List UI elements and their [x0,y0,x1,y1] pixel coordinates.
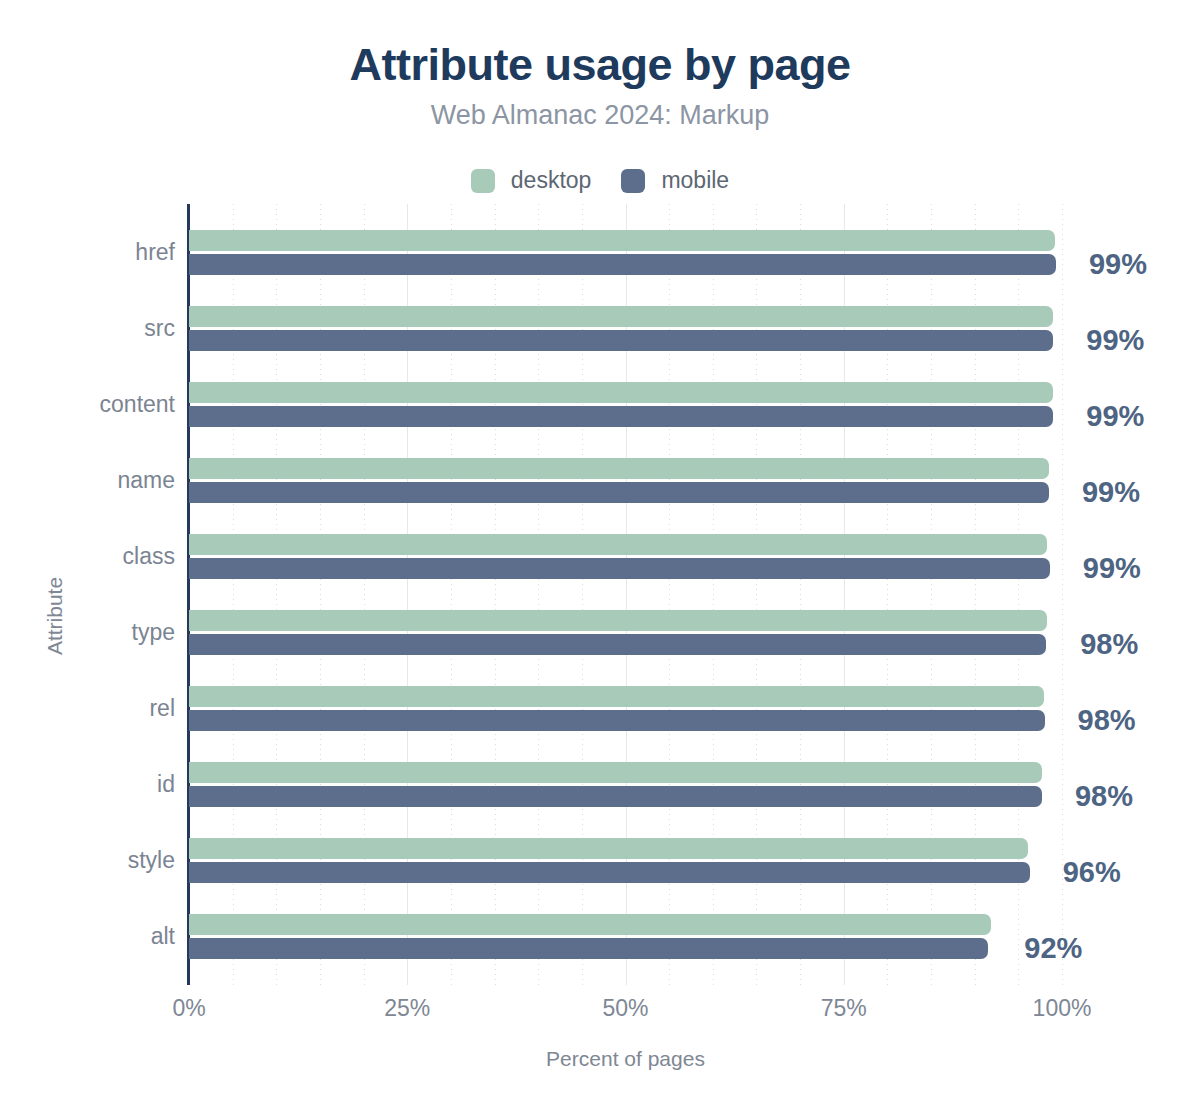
plot-area: href99%src99%content99%name99%class99%ty… [189,204,1062,985]
value-label-class: 99% [1083,553,1141,584]
x-tick-label-50: 50% [602,995,648,1022]
bar-desktop-style [189,838,1028,859]
value-label-rel: 98% [1078,705,1136,736]
bar-desktop-id [189,762,1042,783]
chart-subtitle: Web Almanac 2024: Markup [0,100,1200,131]
legend-item-mobile[interactable]: mobile [621,167,729,194]
category-label-name: name [5,467,175,494]
bar-desktop-src [189,306,1053,327]
value-label-href: 99% [1089,249,1147,280]
category-label-type: type [5,619,175,646]
bar-desktop-rel [189,686,1044,707]
x-axis-tick-labels: 0% 25% 50% 75% 100% [0,995,1200,1021]
bar-desktop-alt [189,914,991,935]
x-tick-label-25: 25% [384,995,430,1022]
chart-title: Attribute usage by page [0,39,1200,91]
value-label-content: 99% [1086,401,1144,432]
x-axis-title: Percent of pages [189,1047,1062,1071]
x-tick-label-100: 100% [1033,995,1092,1022]
category-label-rel: rel [5,695,175,722]
category-label-href: href [5,239,175,266]
bar-mobile-id [189,786,1042,807]
category-label-content: content [5,391,175,418]
value-label-type: 98% [1080,629,1138,660]
value-label-id: 98% [1075,781,1133,812]
value-label-src: 99% [1086,325,1144,356]
value-label-name: 99% [1082,477,1140,508]
bar-mobile-style [189,862,1030,883]
mobile-swatch-icon [621,169,645,193]
bar-mobile-rel [189,710,1045,731]
legend-label: mobile [661,167,729,194]
bar-desktop-class [189,534,1047,555]
legend-item-desktop[interactable]: desktop [471,167,592,194]
legend: desktop mobile [0,167,1200,194]
bar-mobile-name [189,482,1049,503]
bar-desktop-content [189,382,1053,403]
desktop-swatch-icon [471,169,495,193]
bar-desktop-name [189,458,1049,479]
category-label-style: style [5,847,175,874]
bar-mobile-src [189,330,1053,351]
bar-desktop-type [189,610,1047,631]
category-label-class: class [5,543,175,570]
bar-mobile-content [189,406,1053,427]
value-label-alt: 92% [1024,933,1082,964]
bar-mobile-type [189,634,1046,655]
bar-mobile-alt [189,938,988,959]
x-tick-label-0: 0% [172,995,205,1022]
bar-mobile-href [189,254,1056,275]
category-label-src: src [5,315,175,342]
category-label-id: id [5,771,175,798]
value-label-style: 96% [1063,857,1121,888]
legend-label: desktop [511,167,592,194]
category-label-alt: alt [5,923,175,950]
x-tick-label-75: 75% [821,995,867,1022]
bar-desktop-href [189,230,1055,251]
bar-mobile-class [189,558,1050,579]
